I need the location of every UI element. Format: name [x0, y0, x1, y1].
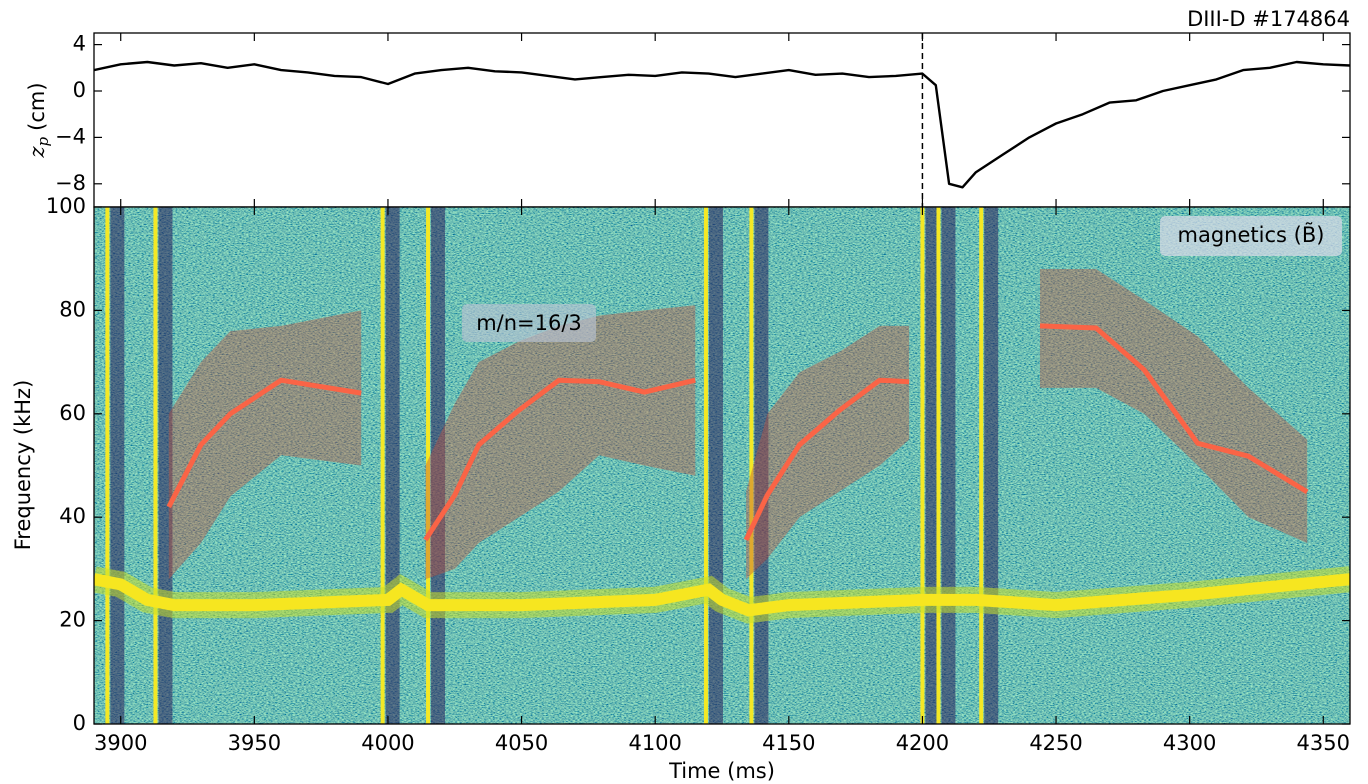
- axes-frame: [93, 32, 1351, 208]
- x-tick-label: 3900: [94, 731, 147, 755]
- y-tick-label: −4: [55, 124, 86, 148]
- y-tick-label: 0: [73, 711, 86, 735]
- y-axis-label: zp (cm): [25, 82, 53, 158]
- x-tick-label: 4200: [896, 731, 949, 755]
- annotation-box: [462, 304, 596, 342]
- y-tick-label: 40: [59, 504, 86, 528]
- fit-band: [168, 310, 362, 580]
- annotation: m/n=16/3: [476, 311, 582, 335]
- y-tick-label: 100: [46, 194, 86, 218]
- fit-line: [166, 377, 362, 509]
- fit-line: [743, 377, 910, 541]
- mode-band: [94, 573, 1350, 617]
- x-tick-label: 3950: [228, 731, 281, 755]
- y-label-subscript: p: [34, 136, 52, 146]
- y-tick-label: −8: [55, 171, 86, 195]
- burst-shadow: [110, 207, 125, 724]
- burst-shadow: [385, 207, 400, 724]
- y-axis-label: Frequency (kHz): [11, 380, 35, 551]
- line-plot: [94, 33, 1350, 207]
- fit-line: [423, 377, 696, 542]
- x-tick-label: 4300: [1163, 731, 1216, 755]
- y-tick-label: 20: [59, 608, 86, 632]
- y-tick-label: 60: [59, 401, 86, 425]
- y-tick-label: 80: [59, 297, 86, 321]
- chart-title: DIII-D #174864: [1187, 7, 1350, 31]
- fit-line: [1039, 323, 1309, 495]
- x-tick-label: 4100: [628, 731, 681, 755]
- x-tick-label: 4150: [762, 731, 815, 755]
- y-label-unit: (cm): [25, 82, 49, 130]
- y-label-symbol: z: [25, 146, 49, 159]
- panel-label: magnetics (B̃): [1178, 222, 1325, 247]
- axes-frame: [93, 206, 1351, 725]
- burst-shadow: [941, 207, 956, 724]
- y-tick-label: 4: [73, 32, 86, 56]
- fit-band: [425, 305, 696, 580]
- burst-shadow: [708, 207, 723, 724]
- x-tick-label: 4250: [1029, 731, 1082, 755]
- burst-shadow: [984, 207, 999, 724]
- x-tick-label: 4050: [495, 731, 548, 755]
- burst-shadow: [754, 207, 769, 724]
- data-line: [94, 60, 1350, 189]
- x-tick-label: 4000: [361, 731, 414, 755]
- x-tick-label: 4350: [1297, 731, 1350, 755]
- x-axis-label: Time (ms): [668, 759, 775, 783]
- spectrogram: m/n=16/3 magnetics (B̃): [94, 207, 1350, 724]
- y-tick-label: 0: [73, 78, 86, 102]
- label-box: [1160, 216, 1342, 256]
